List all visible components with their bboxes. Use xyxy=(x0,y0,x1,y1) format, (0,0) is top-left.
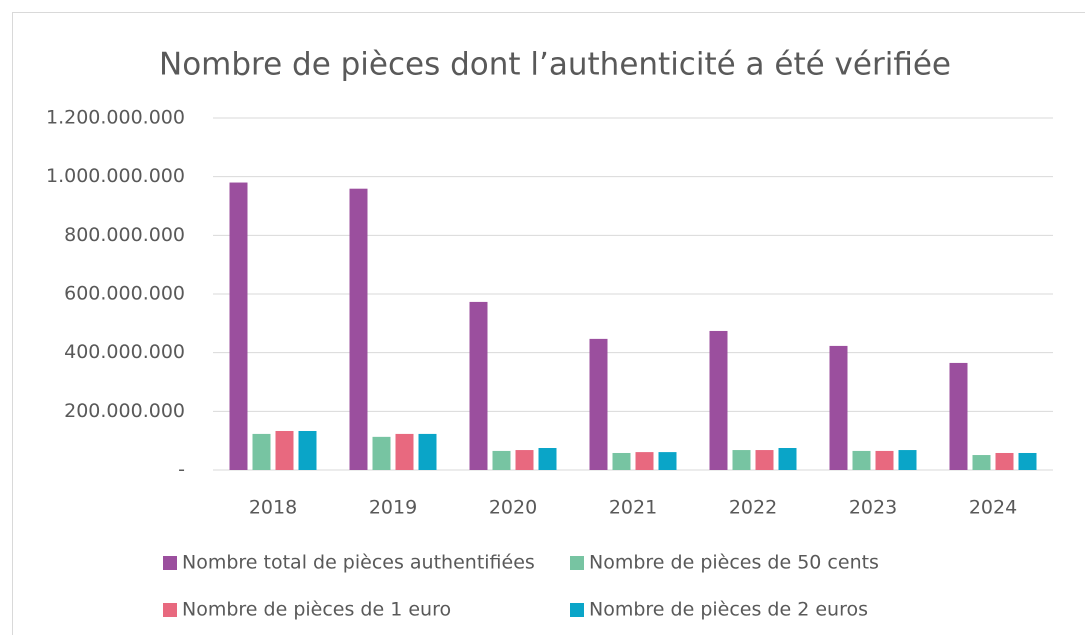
y-tick-label: 400.000.000 xyxy=(64,341,185,363)
legend-swatch xyxy=(163,556,177,570)
legend-label: Nombre de pièces de 1 euro xyxy=(182,599,451,621)
y-tick-label: 1.000.000.000 xyxy=(46,165,185,187)
bar xyxy=(395,433,414,470)
bar xyxy=(852,450,871,470)
x-tick-label: 2022 xyxy=(729,497,777,519)
bar xyxy=(252,433,271,470)
bar xyxy=(972,455,991,470)
bar xyxy=(229,182,248,471)
bar xyxy=(372,436,391,470)
bar xyxy=(949,362,968,470)
legend-swatch xyxy=(570,603,584,617)
bar xyxy=(589,338,608,470)
bar xyxy=(1018,452,1037,470)
legend-swatch xyxy=(570,556,584,570)
bar xyxy=(298,430,317,470)
bar xyxy=(995,452,1014,470)
bar xyxy=(732,450,751,470)
bar xyxy=(515,450,534,470)
bar xyxy=(755,450,774,470)
bar xyxy=(658,452,677,470)
x-tick-label: 2024 xyxy=(969,497,1017,519)
y-tick-label: 600.000.000 xyxy=(64,283,185,305)
x-tick-label: 2018 xyxy=(249,497,297,519)
bar xyxy=(778,448,797,470)
bar xyxy=(538,448,557,470)
y-tick-label: 1.200.000.000 xyxy=(46,107,185,129)
bar xyxy=(418,433,437,470)
legend-label: Nombre total de pièces authentifiées xyxy=(182,552,535,574)
bar xyxy=(349,188,368,470)
x-tick-label: 2020 xyxy=(489,497,537,519)
bar xyxy=(829,345,848,470)
x-tick-label: 2021 xyxy=(609,497,657,519)
y-tick-label: - xyxy=(178,459,185,481)
y-tick-label: 800.000.000 xyxy=(64,224,185,246)
chart-title: Nombre de pièces dont l’authenticité a é… xyxy=(159,47,951,83)
bar xyxy=(275,430,294,470)
y-tick-label: 200.000.000 xyxy=(64,400,185,422)
x-tick-label: 2019 xyxy=(369,497,417,519)
chart-frame xyxy=(12,12,1085,635)
bar xyxy=(709,330,728,470)
bar xyxy=(875,450,894,470)
x-tick-label: 2023 xyxy=(849,497,897,519)
bar xyxy=(492,450,511,470)
bar xyxy=(898,450,917,470)
legend-label: Nombre de pièces de 50 cents xyxy=(589,552,879,574)
bar xyxy=(635,452,654,470)
bar xyxy=(469,301,488,470)
legend-label: Nombre de pièces de 2 euros xyxy=(589,599,868,621)
bar xyxy=(612,452,631,470)
legend-swatch xyxy=(163,603,177,617)
